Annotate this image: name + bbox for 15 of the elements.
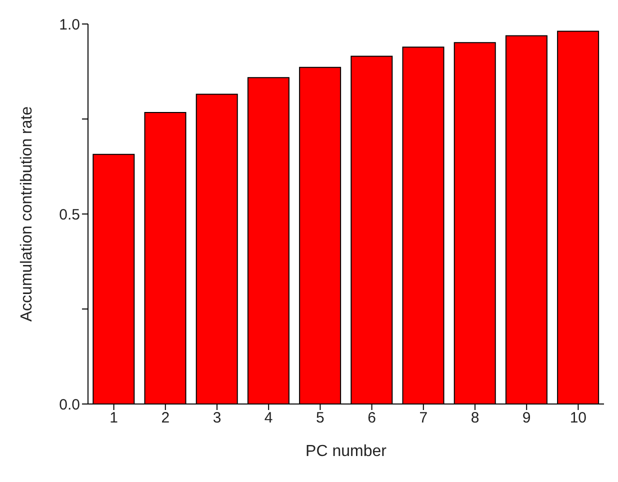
x-tick-label: 6 (368, 410, 376, 427)
y-axis-title: Accumulation contribution rate (18, 106, 36, 322)
x-tick-label: 3 (212, 410, 222, 427)
x-tick-label: 2 (161, 410, 170, 427)
y-tick-label: 0.5 (59, 206, 80, 224)
x-tick-label: 9 (522, 410, 531, 427)
x-tick-label: 4 (264, 410, 273, 427)
y-tick-label: 1.0 (59, 16, 80, 34)
y-tick-label: 0.0 (59, 396, 80, 414)
x-tick-label: 8 (470, 410, 480, 427)
x-tick-label: 7 (419, 410, 428, 427)
x-axis-title: PC number (306, 443, 388, 460)
x-tick-label: 5 (316, 410, 324, 427)
x-tick-label: 1 (110, 410, 118, 427)
x-tick-label: 10 (570, 410, 587, 427)
